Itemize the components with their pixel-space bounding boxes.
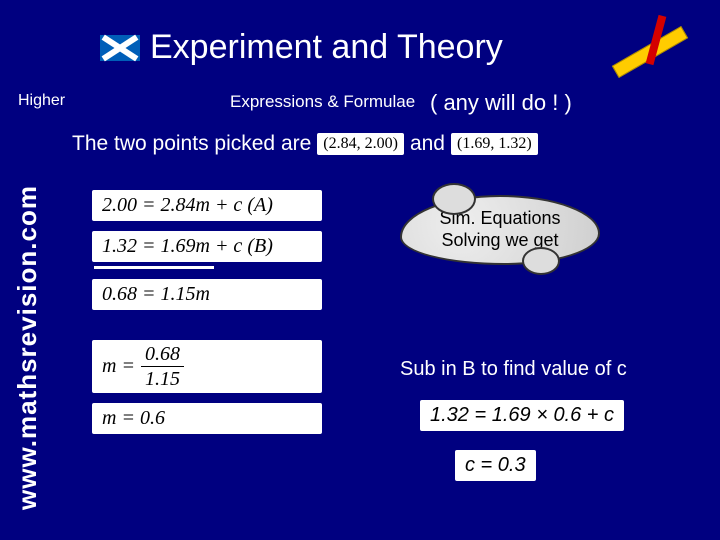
- equations-column: 2.00 = 2.84m + c (A) 1.32 = 1.69m + c (B…: [92, 190, 322, 434]
- equation-b: 1.32 = 1.69m + c (B): [92, 231, 322, 262]
- equation-a: 2.00 = 2.84m + c (A): [92, 190, 322, 221]
- fraction-numerator: 0.68: [141, 344, 184, 367]
- title-row: Experiment and Theory: [100, 28, 660, 67]
- subtitle: Expressions & Formulae: [230, 92, 415, 112]
- slide-title: Experiment and Theory: [150, 28, 503, 67]
- cloud-line-1: Sim. Equations: [439, 208, 560, 230]
- point-2: (1.69, 1.32): [451, 133, 538, 155]
- scotland-flag-icon: [100, 35, 140, 61]
- subtraction-underline: [94, 266, 214, 269]
- points-sentence: The two points picked are (2.84, 2.00) a…: [72, 132, 538, 156]
- cloud-text: Sim. Equations Solving we get: [439, 208, 560, 251]
- spacer: [92, 320, 322, 330]
- equation-sub-b: 1.32 = 1.69 × 0.6 + c: [420, 400, 624, 431]
- website-url: www.mathsrevision.com: [12, 185, 43, 510]
- fraction-denominator: 1.15: [141, 367, 184, 389]
- points-and: and: [410, 132, 445, 156]
- level-label: Higher: [18, 92, 65, 110]
- cloud-line-2: Solving we get: [439, 230, 560, 252]
- equation-c: c = 0.3: [455, 450, 536, 481]
- fraction-lhs: m =: [102, 355, 135, 378]
- any-will-do-text: ( any will do ! ): [430, 90, 572, 116]
- tools-icon: [610, 10, 690, 80]
- sidebar: www.mathsrevision.com: [8, 175, 46, 520]
- equation-diff: 0.68 = 1.15m: [92, 279, 322, 310]
- fraction: 0.68 1.15: [141, 344, 184, 389]
- equation-m: m = 0.6: [92, 403, 322, 434]
- callout-cloud: Sim. Equations Solving we get: [400, 195, 600, 265]
- points-prefix: The two points picked are: [72, 132, 311, 156]
- sub-in-b-text: Sub in B to find value of c: [400, 358, 627, 381]
- point-1: (2.84, 2.00): [317, 133, 404, 155]
- equation-m-fraction: m = 0.68 1.15: [92, 340, 322, 393]
